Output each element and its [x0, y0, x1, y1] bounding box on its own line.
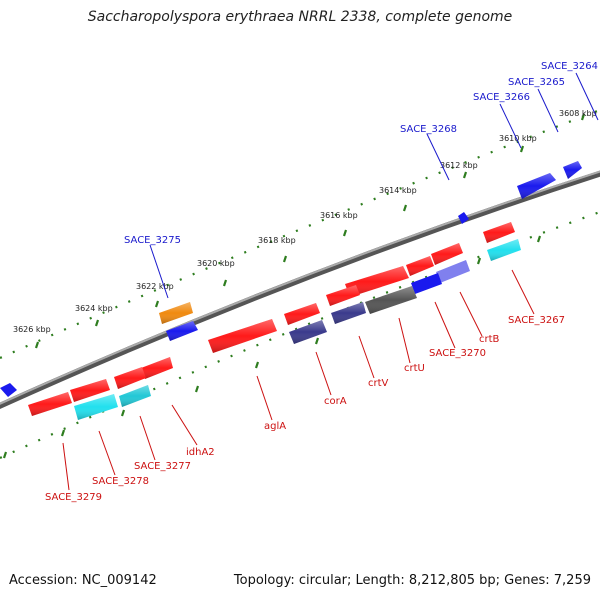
accession-text: Accession: NC_009142 [9, 573, 157, 588]
scale-label: 3610 kbp [499, 134, 537, 143]
gene-crtv[interactable] [326, 285, 366, 324]
gene-label[interactable]: SACE_3279 [45, 492, 102, 503]
gene-label[interactable]: SACE_3277 [134, 461, 191, 472]
gene-sace-3275-blue[interactable] [166, 321, 198, 341]
genome-summary-text: Topology: circular; Length: 8,212,805 bp… [233, 573, 591, 588]
gene-cora[interactable] [284, 303, 327, 344]
gene-crtb[interactable] [431, 243, 470, 283]
gene-label[interactable]: SACE_3270 [429, 348, 486, 359]
genome-backbone-highlight [0, 170, 600, 405]
gene-label[interactable]: crtB [479, 334, 500, 345]
gene-label[interactable]: corA [324, 396, 347, 407]
gene-label[interactable]: SACE_3268 [400, 124, 457, 135]
scale-label: 3608 kbp [559, 109, 597, 118]
gene-sace-3264[interactable] [563, 161, 582, 179]
scale-label: 3626 kbp [13, 325, 51, 334]
genes-upper-strand [0, 161, 582, 397]
gene-crtu[interactable] [345, 266, 417, 314]
gene-sace-3265-3266[interactable] [517, 173, 556, 199]
gene-label[interactable]: SACE_3275 [124, 235, 181, 246]
map-title: Saccharopolyspora erythraea NRRL 2338, c… [87, 9, 513, 25]
gene-sace-3278[interactable] [70, 379, 118, 420]
gene-sace-3267[interactable] [483, 222, 521, 261]
gene-label[interactable]: idhA2 [186, 447, 215, 458]
gene-sace-3279[interactable] [28, 392, 72, 416]
leader-lines-top [149, 72, 599, 299]
genome-backbone [0, 170, 600, 410]
scale-label: 3612 kbp [440, 161, 478, 170]
scale-label: 3614 kbp [379, 186, 417, 195]
scale-label: 3618 kbp [258, 236, 296, 245]
scale-label: 3616 kbp [320, 211, 358, 220]
scale-label: 3624 kbp [75, 304, 113, 313]
gene-sace-3270[interactable] [406, 256, 442, 294]
gene-label[interactable]: SACE_3267 [508, 315, 565, 326]
gene-agla[interactable] [208, 319, 277, 353]
scale-label: 3622 kbp [136, 282, 174, 291]
leader-lines-bottom [62, 269, 535, 491]
gene-label[interactable]: SACE_3266 [473, 92, 530, 103]
gene-sace-3268[interactable] [458, 212, 469, 224]
scale-label: 3620 kbp [197, 259, 235, 268]
gene-idha2[interactable] [141, 357, 173, 379]
major-ticks-outer [34, 113, 586, 349]
gene-label[interactable]: SACE_3265 [508, 77, 565, 88]
gene-sace-3277[interactable] [114, 367, 151, 407]
gene-label[interactable]: SACE_3264 [541, 61, 598, 72]
gene-left-edge[interactable] [0, 383, 17, 397]
gene-sace-3275-orange[interactable] [159, 302, 193, 324]
gene-label[interactable]: aglA [264, 421, 286, 432]
gene-label[interactable]: crtU [404, 363, 425, 374]
genes-lower-strand [28, 222, 521, 420]
gene-label[interactable]: SACE_3278 [92, 476, 149, 487]
gene-label[interactable]: crtV [368, 378, 389, 389]
